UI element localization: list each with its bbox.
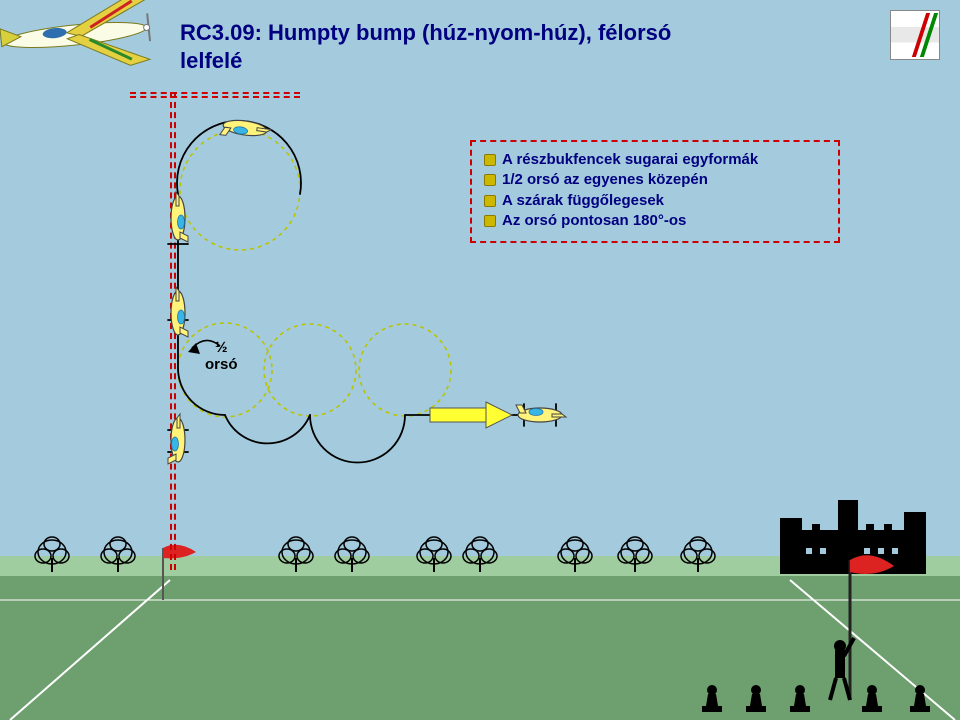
half-roll-top: ½ bbox=[205, 340, 238, 357]
info-item: Az orsó pontosan 180°-os bbox=[484, 211, 826, 231]
page-title: RC3.09: Humpty bump (húz-nyom-húz), félo… bbox=[180, 20, 671, 46]
scene-root: RC3.09: Humpty bump (húz-nyom-húz), félo… bbox=[0, 0, 960, 720]
castle bbox=[780, 500, 926, 574]
vertical-limit-dashes bbox=[170, 92, 176, 570]
half-roll-label: ½ orsó bbox=[205, 340, 238, 373]
info-item: A részbukfencek sugarai egyformák bbox=[484, 150, 826, 170]
info-item: A szárak függőlegesek bbox=[484, 191, 826, 211]
exit-arrow bbox=[430, 402, 512, 428]
maneuver-diagram bbox=[0, 0, 960, 720]
right-flag bbox=[850, 555, 894, 700]
hero-plane bbox=[0, 0, 960, 720]
center-flag bbox=[163, 545, 196, 600]
info-item: 1/2 orsó az egyenes közepén bbox=[484, 170, 826, 190]
page-subtitle: lelfelé bbox=[180, 48, 242, 74]
trees bbox=[35, 537, 715, 572]
horizontal-limit-dashes bbox=[130, 92, 300, 98]
background bbox=[0, 0, 960, 720]
half-roll-bottom: orsó bbox=[205, 357, 238, 374]
people bbox=[702, 638, 930, 712]
info-callout: A részbukfencek sugarai egyformák 1/2 or… bbox=[470, 140, 840, 243]
logo bbox=[890, 10, 940, 60]
